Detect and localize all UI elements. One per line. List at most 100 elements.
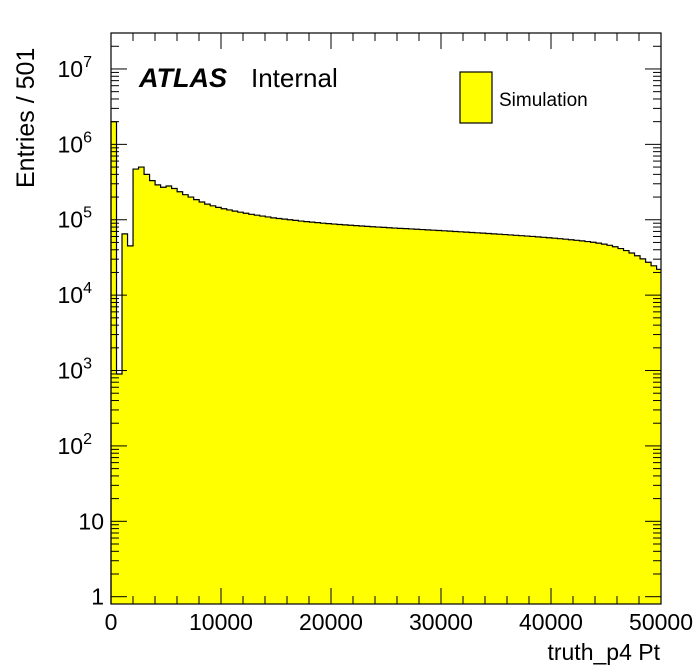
histogram-bar [309,222,316,604]
histogram-bar [557,238,564,604]
histogram-bar [177,191,184,605]
histogram-bar [259,216,266,604]
histogram-bar [149,180,156,605]
histogram-bar [518,235,525,604]
histogram-bar [303,221,310,604]
histogram-bar [375,227,382,604]
histogram-bar [144,174,150,605]
histogram-bar [392,228,398,604]
histogram-bar [430,230,437,604]
histogram-bar [298,221,305,604]
histogram-bar [314,222,321,605]
histogram-bar [629,253,635,605]
histogram-bar [579,240,586,604]
histogram-bar [353,225,360,604]
histogram-bar [601,244,608,604]
x-tick-label: 10000 [189,609,253,635]
histogram-bar [568,239,575,604]
histogram-bar [155,184,161,604]
atlas-experiment-label: ATLAS [138,63,227,93]
x-tick-label: 20000 [299,609,363,635]
y-tick-label: 1 [91,584,104,610]
x-axis-label: truth_p4 Pt [547,639,660,665]
histogram-bar [122,233,128,604]
x-tick-labels: 0 10000 20000 30000 40000 50000 [105,609,693,635]
histogram-bar [590,242,597,604]
histogram-bar [491,233,498,604]
histogram-bar [524,236,531,604]
histogram-bar [276,218,283,605]
histogram-bar [645,262,652,604]
x-tick-label: 50000 [629,609,693,635]
histogram-bar [292,220,299,604]
histogram-bar [358,226,365,604]
histogram-bar [469,232,476,604]
histogram-bar [618,248,624,604]
histogram-bar [320,223,327,604]
histogram-bar [331,224,338,604]
histogram-bar [562,239,569,605]
histogram-bar [111,121,117,605]
histogram-bar [248,214,255,604]
histogram-bar [133,169,139,605]
histogram-bar [325,223,332,604]
histogram-bar [573,240,580,604]
histogram-bar [342,224,349,605]
histogram-bar [386,227,393,604]
histogram-bar [540,237,547,604]
histogram-bar [188,197,195,605]
histogram-bar [595,243,602,604]
histogram-outline [110,121,661,604]
histogram-bar [474,232,481,604]
histogram-bar [496,234,503,604]
y-tick-label: 105 [58,205,93,233]
y-tick-label: 106 [58,129,93,157]
histogram-bar [254,215,261,604]
x-tick-label: 40000 [519,609,583,635]
histogram-bar [546,237,553,604]
histogram-bar [436,230,443,604]
histogram-bar [403,228,409,604]
histogram-bar [160,187,167,605]
histogram-bar [502,234,509,604]
histogram-bar [441,230,448,604]
x-tick-label: 30000 [409,609,473,635]
histogram-bar [182,194,189,604]
histogram-bar [370,226,376,604]
histogram-bars [111,121,662,605]
histogram-bar [171,188,178,605]
histogram-bar [485,233,492,604]
histogram-bar [226,209,233,605]
histogram-bar [651,265,657,604]
histogram-bar [265,216,272,605]
histogram-bar [513,235,520,604]
y-tick-label: 102 [58,431,93,459]
histogram-bar [243,213,250,604]
histogram-bar [414,229,421,605]
histogram-bar [419,229,426,604]
x-tick-label: 0 [105,609,118,635]
histogram-bar [529,236,536,604]
histogram-bar [193,199,200,605]
histogram-bar [452,231,459,604]
histogram-bar [656,269,662,604]
histogram-bar [116,373,123,604]
histogram-bar [138,167,145,605]
histogram-bar [215,207,222,604]
histogram-bar [458,231,465,604]
histogram-bar [551,238,558,604]
histogram-bar [364,226,371,604]
histogram-bar [584,241,591,604]
y-tick-label: 103 [58,356,93,384]
histogram-bar [425,229,432,604]
histogram-bar [463,232,470,604]
histogram-bar [535,236,542,604]
histogram-bar [507,234,514,604]
y-tick-label: 104 [58,280,93,308]
histogram-bar [199,201,206,605]
histogram-bar [623,250,630,604]
histogram-bar [287,219,294,604]
histogram-bar [232,211,239,605]
legend-entry-simulation: Simulation [499,90,588,111]
